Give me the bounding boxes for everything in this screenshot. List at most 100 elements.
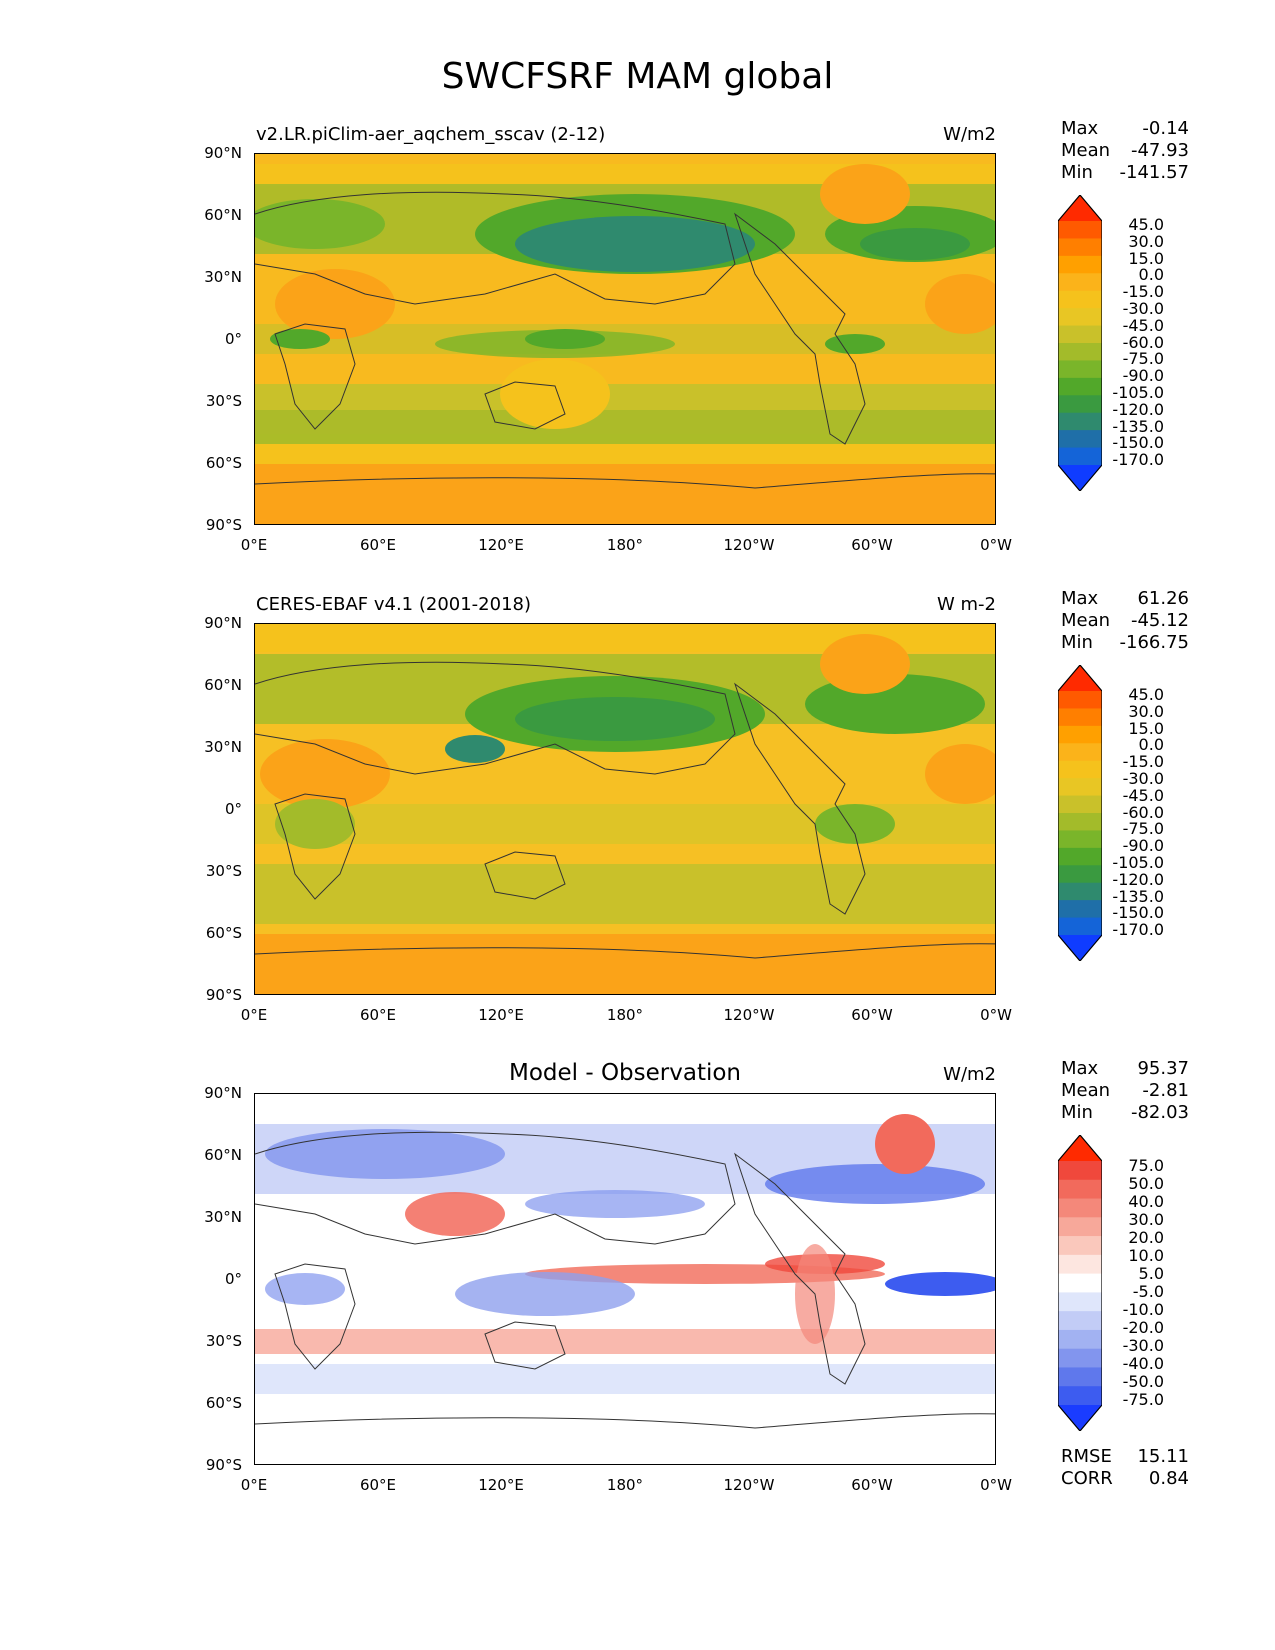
- colorbar-observation-labels: 45.0 30.0 15.0 0.0 -15.0 -30.0 -45.0 -60…: [1102, 685, 1164, 939]
- colorbar-segment: [1058, 1292, 1102, 1312]
- y-tick-label: 90°N: [204, 614, 242, 632]
- x-tick-label: 60°W: [851, 536, 893, 554]
- colorbar-label: 0.0: [1138, 735, 1164, 755]
- colorbar-segment: [1058, 830, 1102, 849]
- colorbar-label: -60.0: [1122, 802, 1164, 822]
- colorbar-label: -60.0: [1122, 332, 1164, 352]
- y-tick-label: 90°N: [204, 144, 242, 162]
- colorbar-segment: [1058, 1386, 1102, 1406]
- colorbar-difference-labels: 75.0 50.0 40.0 30.0 20.0 10.0 5.0 -5.0 -…: [1102, 1157, 1164, 1409]
- colorbar-segment: [1058, 1198, 1102, 1218]
- colorbar-segment: [1058, 273, 1102, 292]
- y-tick-label: 0°: [224, 800, 242, 818]
- x-tick-label: 120°E: [478, 1006, 524, 1024]
- colorbar-label: 15.0: [1128, 718, 1164, 738]
- x-tick-label: 60°W: [851, 1476, 893, 1494]
- y-tick-label: 30°N: [204, 1208, 242, 1226]
- colorbar-label: -75.0: [1122, 1390, 1164, 1409]
- colorbar-label: 50.0: [1128, 1174, 1164, 1193]
- y-tick-label: 60°S: [205, 1394, 242, 1412]
- x-tick-label: 60°E: [359, 1476, 397, 1494]
- colorbar-label: 5.0: [1138, 1264, 1164, 1283]
- rmse-value: 15.11: [1137, 1446, 1189, 1467]
- colorbar-segment: [1058, 430, 1102, 449]
- map-model: [254, 153, 996, 525]
- colorbar-segment: [1058, 778, 1102, 797]
- x-tick-label: 60°W: [851, 1006, 893, 1024]
- colorbar-segment: [1058, 221, 1102, 239]
- colorbar-label: -75.0: [1122, 819, 1164, 839]
- x-tick-label: 0°E: [240, 1006, 268, 1024]
- rmse-label: RMSE: [1061, 1446, 1112, 1467]
- stats-observation: Max 61.26 Mean -45.12 Min -166.75: [1061, 588, 1189, 654]
- stat-min: -141.57: [1119, 162, 1189, 183]
- stats-difference: Max 95.37 Mean -2.81 Min -82.03: [1061, 1058, 1189, 1124]
- colorbar-label: 40.0: [1128, 1192, 1164, 1211]
- stat-mean: -47.93: [1130, 140, 1189, 161]
- y-tick-label: 30°S: [205, 1332, 242, 1350]
- colorbar-segment: [1058, 1161, 1102, 1181]
- stat-min: -166.75: [1119, 632, 1189, 653]
- stat-max: -0.14: [1142, 118, 1189, 139]
- y-tick-label: 30°N: [204, 738, 242, 756]
- colorbar-label: -10.0: [1122, 1300, 1164, 1319]
- colorbar-segment: [1058, 238, 1102, 257]
- stat-max-label: Max: [1061, 1058, 1099, 1079]
- colorbar-segment: [1058, 290, 1102, 309]
- stats-metrics: RMSE 15.11 CORR 0.84: [1061, 1446, 1189, 1490]
- x-tick-label: 180°: [606, 1006, 644, 1024]
- stat-mean: -45.12: [1130, 610, 1189, 631]
- colorbar-label: -30.0: [1122, 768, 1164, 788]
- stat-min: -82.03: [1130, 1102, 1189, 1123]
- colorbar-segment: [1058, 743, 1102, 762]
- y-tick-label: 30°S: [205, 392, 242, 410]
- colorbar-segment: [1058, 900, 1102, 919]
- x-tick-label: 120°W: [723, 536, 775, 554]
- colorbar-segment: [1058, 412, 1102, 431]
- colorbar-segment: [1058, 795, 1102, 814]
- x-tick-label: 60°E: [359, 1006, 397, 1024]
- colorbar-label: -135.0: [1112, 416, 1164, 436]
- corr-value: 0.84: [1148, 1468, 1189, 1489]
- colorbar-segment: [1058, 1329, 1102, 1350]
- colorbar-segment: [1058, 847, 1102, 866]
- colorbar-extend-bottom: [1058, 465, 1102, 491]
- stat-max-label: Max: [1061, 588, 1099, 609]
- colorbar-difference: [1057, 1134, 1103, 1435]
- colorbar-label: 45.0: [1128, 215, 1164, 234]
- colorbar-label: 30.0: [1128, 1210, 1164, 1229]
- colorbar-label: 30.0: [1128, 231, 1164, 251]
- x-tick-label: 180°: [606, 536, 644, 554]
- colorbar-segment: [1058, 377, 1102, 396]
- panel-model-title: v2.LR.piClim-aer_aqchem_sscav (2-12): [256, 124, 606, 145]
- colorbar-segment: [1058, 1367, 1102, 1387]
- x-tick-label: 120°W: [723, 1476, 775, 1494]
- y-tick-label: 60°S: [205, 924, 242, 942]
- y-tick-label: 60°S: [205, 454, 242, 472]
- x-tick-label: 120°W: [723, 1006, 775, 1024]
- colorbar-segment: [1058, 691, 1102, 709]
- colorbar-segment: [1058, 360, 1102, 379]
- colorbar-label: 15.0: [1128, 248, 1164, 268]
- x-tick-label: 0°W: [980, 1476, 1012, 1494]
- colorbar-label: -135.0: [1112, 886, 1164, 906]
- colorbar-label: -105.0: [1112, 852, 1164, 872]
- colorbar-segment: [1058, 813, 1102, 831]
- colorbar-model: [1057, 194, 1103, 495]
- y-tick-label: 60°N: [204, 206, 242, 224]
- colorbar-label: -50.0: [1122, 1372, 1164, 1391]
- colorbar-extend-bottom: [1058, 935, 1102, 961]
- colorbar-segment: [1058, 308, 1102, 327]
- x-tick-label: 0°E: [240, 1476, 268, 1494]
- stat-min-label: Min: [1061, 162, 1093, 183]
- colorbar-segment: [1058, 343, 1102, 361]
- colorbar-segment: [1058, 1236, 1102, 1256]
- colorbar-segment: [1058, 255, 1102, 274]
- colorbar-segment: [1058, 708, 1102, 727]
- colorbar-label: -150.0: [1112, 433, 1164, 453]
- x-tick-label: 0°W: [980, 1006, 1012, 1024]
- colorbar-label: -45.0: [1122, 785, 1164, 805]
- colorbar-label: -15.0: [1122, 282, 1164, 302]
- stat-mean-label: Mean: [1061, 610, 1111, 631]
- colorbar-label: 45.0: [1128, 685, 1164, 704]
